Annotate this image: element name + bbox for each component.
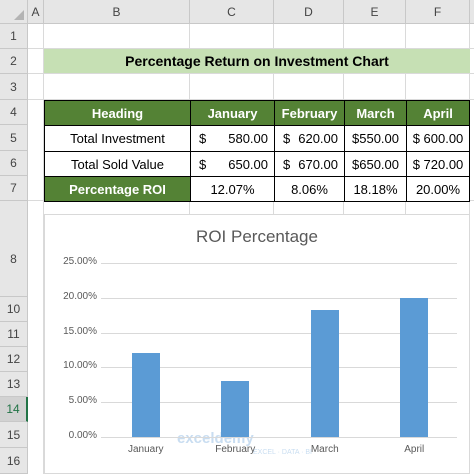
cell-value: 650.00 bbox=[228, 156, 268, 172]
watermark-subtext: EXCEL · DATA · BI bbox=[253, 449, 312, 456]
table-cell[interactable]: $ 620.00 bbox=[274, 125, 345, 152]
col-header-b[interactable]: B bbox=[44, 0, 190, 24]
col-header-c[interactable]: C bbox=[190, 0, 274, 24]
table-header-cell[interactable]: April bbox=[406, 100, 470, 126]
table-cell[interactable]: $ 580.00 bbox=[190, 125, 275, 152]
table-cell[interactable]: $550.00 bbox=[344, 125, 407, 152]
x-tick-label: January bbox=[127, 444, 164, 455]
chart-gridline bbox=[101, 332, 457, 334]
table-cell[interactable]: $ 670.00 bbox=[274, 151, 345, 177]
row-header-1[interactable]: 1 bbox=[0, 24, 28, 49]
cell-value: 620.00 bbox=[298, 131, 338, 146]
row-header-5[interactable]: 5 bbox=[0, 125, 28, 151]
chart-bar-january[interactable] bbox=[131, 352, 160, 437]
grid-line bbox=[28, 99, 474, 100]
row-header-4[interactable]: 4 bbox=[0, 100, 28, 125]
currency-symbol: $ bbox=[283, 156, 291, 172]
chart-gridline bbox=[101, 402, 457, 404]
y-tick-label: 15.00% bbox=[63, 325, 97, 337]
y-tick-label: 25.00% bbox=[63, 256, 97, 267]
row-header-11[interactable]: 11 bbox=[0, 322, 28, 347]
table-cell[interactable]: $ 650.00 bbox=[190, 151, 275, 177]
y-tick-label: 10.00% bbox=[63, 360, 97, 372]
row-header-2[interactable]: 2 bbox=[0, 49, 28, 74]
table-cell[interactable]: 18.18% bbox=[344, 176, 407, 202]
chart-bar-february[interactable] bbox=[221, 380, 250, 437]
col-header-a[interactable]: A bbox=[28, 0, 44, 24]
currency-symbol: $ bbox=[199, 156, 207, 172]
y-tick-label: 5.00% bbox=[68, 395, 97, 407]
table-row-label[interactable]: Total Sold Value bbox=[44, 151, 191, 177]
row-header-8[interactable]: 8 bbox=[0, 201, 28, 297]
chart-gridline bbox=[101, 367, 457, 369]
table-cell[interactable]: 12.07% bbox=[190, 176, 275, 202]
row-header-14[interactable]: 14 bbox=[0, 397, 28, 422]
chart-gridline bbox=[101, 297, 457, 299]
chart-gridline bbox=[101, 263, 457, 264]
x-tick-label: February bbox=[215, 444, 256, 455]
select-all-corner[interactable] bbox=[0, 0, 28, 24]
table-cell[interactable]: $ 720.00 bbox=[406, 151, 470, 177]
grid-line bbox=[28, 73, 474, 74]
y-tick-label: 0.00% bbox=[68, 430, 97, 441]
table-header-cell[interactable]: February bbox=[274, 100, 345, 126]
row-header-10[interactable]: 10 bbox=[0, 297, 28, 322]
grid-line bbox=[28, 48, 474, 49]
row-header-3[interactable]: 3 bbox=[0, 74, 28, 100]
row-header-7[interactable]: 7 bbox=[0, 176, 28, 201]
x-tick-label: April bbox=[404, 444, 425, 455]
table-cell[interactable]: 20.00% bbox=[406, 176, 470, 202]
currency-symbol: $ bbox=[199, 131, 207, 146]
chart-gridline bbox=[101, 437, 457, 438]
row-header-6[interactable]: 6 bbox=[0, 151, 28, 176]
cell-value: 670.00 bbox=[298, 156, 338, 172]
row-header-12[interactable]: 12 bbox=[0, 347, 28, 372]
roi-bar-chart[interactable]: ROI Percentage exceldemy EXCEL · DATA · … bbox=[44, 214, 470, 474]
table-header-cell[interactable]: Heading bbox=[44, 100, 191, 126]
table-cell[interactable]: $650.00 bbox=[344, 151, 407, 177]
table-cell[interactable]: 8.06% bbox=[274, 176, 345, 202]
row-header-16[interactable]: 16 bbox=[0, 448, 28, 474]
y-tick-label: 20.00% bbox=[63, 290, 97, 302]
sheet-title[interactable]: Percentage Return on Investment Chart bbox=[44, 49, 470, 73]
row-header-13[interactable]: 13 bbox=[0, 372, 28, 397]
table-header-cell[interactable]: March bbox=[344, 100, 407, 126]
col-header-d[interactable]: D bbox=[274, 0, 344, 24]
x-tick-label: March bbox=[310, 444, 339, 455]
chart-bar-march[interactable] bbox=[310, 310, 339, 437]
col-header-e[interactable]: E bbox=[344, 0, 406, 24]
table-cell[interactable]: $ 600.00 bbox=[406, 125, 470, 152]
col-header-g[interactable] bbox=[470, 0, 474, 24]
col-header-f[interactable]: F bbox=[406, 0, 470, 24]
table-header-cell[interactable]: January bbox=[190, 100, 275, 126]
cell-value: 580.00 bbox=[228, 131, 268, 146]
table-row-label[interactable]: Total Investment bbox=[44, 125, 191, 152]
row-header-15[interactable]: 15 bbox=[0, 422, 28, 448]
currency-symbol: $ bbox=[283, 131, 291, 146]
grid-line bbox=[43, 24, 44, 474]
chart-title: ROI Percentage bbox=[196, 227, 318, 246]
table-row-label[interactable]: Percentage ROI bbox=[44, 176, 191, 202]
chart-bar-april[interactable] bbox=[400, 297, 429, 437]
